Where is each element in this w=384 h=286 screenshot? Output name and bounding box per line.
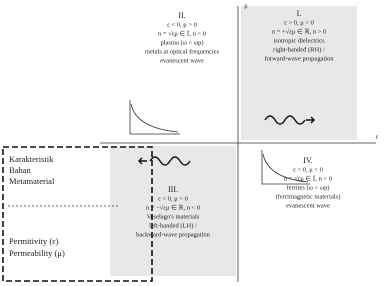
quadrant-3-box: [110, 146, 236, 276]
legend-title: Bahan: [9, 165, 31, 175]
mu-label: μ: [244, 2, 248, 9]
quadrant-text: metals at optical frequencies: [145, 48, 220, 55]
quadrant-text: n = −√εμ ∈ ℝ, n < 0: [146, 203, 200, 211]
epsilon-label: ε: [376, 133, 379, 140]
legend-item: Permitivity (ε): [9, 236, 59, 246]
quadrant-number: IV.: [303, 156, 312, 165]
legend-box: [2, 146, 153, 282]
quadrant-text: forward-wave propagation: [264, 55, 334, 62]
wave: [138, 115, 315, 166]
quadrant-1-box: [241, 6, 357, 140]
decay-plot: [129, 100, 310, 185]
quadrant-text: plasma (ω < ωp): [160, 39, 203, 46]
quadrant-text: n = √εμ ∈ 𝕀, n < 0: [284, 174, 332, 182]
quadrant-text: evanescent wave: [160, 57, 204, 64]
quadrant-text: backward-wave propagation: [136, 231, 211, 238]
quadrant-text: n = √εμ ∈ 𝕀, n < 0: [158, 29, 206, 37]
quadrant-text: (ferrimagnetic materials): [276, 193, 341, 200]
legend-title: Metamaterial: [9, 176, 55, 186]
quadrant-text: ε < 0, μ < 0: [158, 195, 188, 202]
quadrant-text: ferrites (ω < ωp): [286, 184, 329, 191]
legend-item: Permeability (μ): [9, 248, 65, 258]
quadrant-number: I.: [297, 9, 302, 18]
quadrant-text: ε > 0, μ < 0: [293, 166, 323, 173]
quadrant-text: evanescent wave: [286, 202, 330, 209]
quadrant-text: right-handed (RH) /: [273, 46, 325, 53]
quadrant-text: left-handed (LH) /: [149, 222, 197, 229]
quadrant-text: isotropic dielectrics: [273, 37, 325, 44]
quadrant-text: ε < 0, μ > 0: [167, 21, 197, 28]
legend-title: Karakteristik: [9, 154, 54, 164]
quadrant-text: n = +√εμ ∈ ℝ, n > 0: [272, 27, 326, 35]
quadrant-number: II.: [178, 11, 185, 20]
quadrant-text: Veselago's materials: [147, 213, 200, 220]
quadrant-number: III.: [168, 185, 178, 194]
quadrant-text: ε > 0, μ > 0: [284, 19, 314, 26]
